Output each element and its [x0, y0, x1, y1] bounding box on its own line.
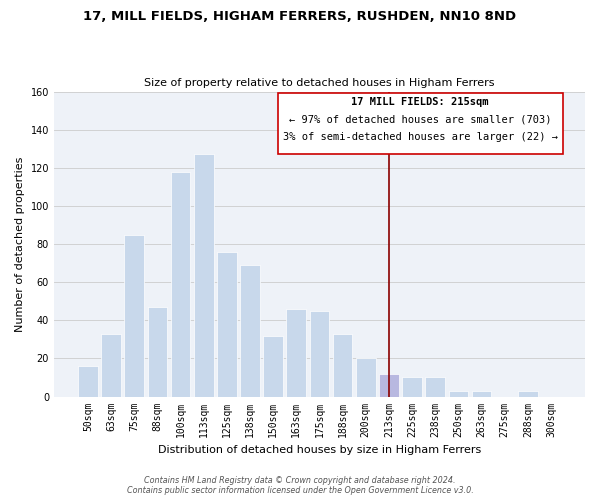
Bar [518, 391, 538, 396]
Bar [379, 374, 399, 396]
Title: Size of property relative to detached houses in Higham Ferrers: Size of property relative to detached ho… [144, 78, 495, 88]
X-axis label: Distribution of detached houses by size in Higham Ferrers: Distribution of detached houses by size … [158, 445, 481, 455]
Text: 17, MILL FIELDS, HIGHAM FERRERS, RUSHDEN, NN10 8ND: 17, MILL FIELDS, HIGHAM FERRERS, RUSHDEN… [83, 10, 517, 23]
Text: 17 MILL FIELDS: 215sqm: 17 MILL FIELDS: 215sqm [352, 98, 489, 108]
Bar [333, 334, 352, 396]
Bar [217, 252, 236, 396]
Bar [240, 265, 260, 396]
Bar [472, 391, 491, 396]
Bar [356, 358, 376, 397]
Text: Contains HM Land Registry data © Crown copyright and database right 2024.
Contai: Contains HM Land Registry data © Crown c… [127, 476, 473, 495]
Bar [148, 307, 167, 396]
Bar [78, 366, 98, 396]
Bar [310, 311, 329, 396]
Bar [194, 154, 214, 396]
Bar [449, 391, 468, 396]
Y-axis label: Number of detached properties: Number of detached properties [15, 156, 25, 332]
Bar [286, 309, 306, 396]
Bar [263, 336, 283, 396]
Bar [101, 334, 121, 396]
Bar [170, 172, 190, 396]
Bar [124, 234, 144, 396]
Bar [402, 378, 422, 396]
Bar [425, 378, 445, 396]
Text: ← 97% of detached houses are smaller (703): ← 97% of detached houses are smaller (70… [289, 114, 551, 124]
Bar [278, 94, 563, 154]
Text: 3% of semi-detached houses are larger (22) →: 3% of semi-detached houses are larger (2… [283, 132, 557, 141]
